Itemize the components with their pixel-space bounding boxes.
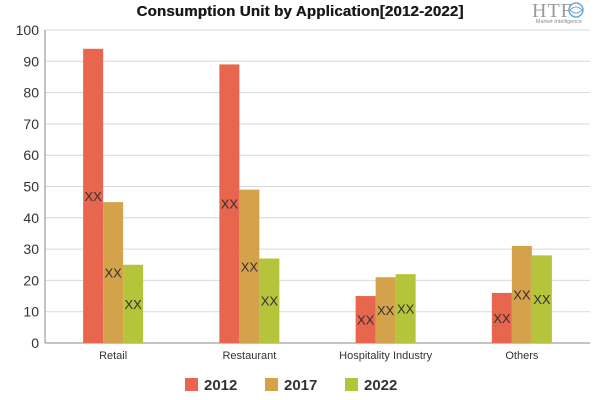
logo-subtitle: Market Intelligence — [535, 19, 583, 25]
legend-swatch — [265, 378, 278, 391]
data-label: XX — [84, 189, 102, 204]
x-tick-label: Hospitality Industry — [339, 350, 432, 362]
bar — [491, 292, 512, 343]
y-tick-label: 10 — [23, 304, 39, 320]
y-tick-label: 100 — [16, 22, 40, 38]
y-tick-label: 30 — [23, 241, 39, 257]
legend-swatch — [185, 378, 198, 391]
data-label: XX — [104, 266, 122, 281]
logo-text: HTF — [532, 0, 573, 22]
x-tick-label: Retail — [99, 350, 127, 362]
data-label: XX — [357, 313, 375, 328]
y-tick-label: 50 — [23, 179, 39, 195]
y-tick-label: 60 — [23, 147, 39, 163]
legend-swatch — [345, 378, 358, 391]
data-label: XX — [241, 259, 259, 274]
y-tick-label: 0 — [31, 335, 39, 351]
globe-icon — [568, 2, 584, 18]
data-label: XX — [124, 297, 142, 312]
y-tick-label: 70 — [23, 116, 39, 132]
bar — [239, 189, 260, 343]
y-tick-label: 90 — [23, 53, 39, 69]
bar — [355, 296, 376, 343]
data-label: XX — [261, 294, 279, 309]
legend-label: 2017 — [284, 377, 317, 394]
bar — [511, 245, 532, 343]
y-tick-label: 20 — [23, 272, 39, 288]
data-label: XX — [493, 311, 511, 326]
data-label: XX — [533, 292, 551, 307]
y-tick-label: 80 — [23, 85, 39, 101]
legend-label: 2012 — [204, 377, 237, 394]
data-label: XX — [221, 197, 239, 212]
bar — [123, 264, 144, 343]
bar — [103, 202, 124, 343]
bar — [531, 255, 552, 343]
bar — [83, 48, 104, 343]
y-tick-label: 40 — [23, 210, 39, 226]
bar — [219, 64, 240, 344]
legend-label: 2022 — [364, 377, 397, 394]
bar — [375, 277, 396, 343]
bar — [259, 258, 280, 343]
data-label: XX — [397, 302, 415, 317]
bar — [395, 274, 416, 343]
x-tick-label: Restaurant — [222, 350, 276, 362]
data-label: XX — [513, 287, 531, 302]
chart-title: Consumption Unit by Application[2012-202… — [136, 3, 464, 20]
data-label: XX — [377, 303, 395, 318]
x-tick-label: Others — [505, 350, 539, 362]
htf-logo: HTF Market Intelligence — [522, 0, 588, 30]
